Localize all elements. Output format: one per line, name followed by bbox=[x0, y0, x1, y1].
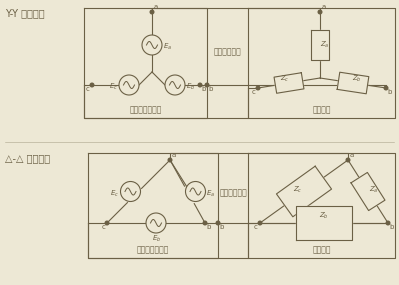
Circle shape bbox=[258, 221, 262, 225]
Polygon shape bbox=[274, 73, 304, 93]
Text: $E_b$: $E_b$ bbox=[186, 82, 195, 92]
Text: 对称三相交流电: 对称三相交流电 bbox=[137, 245, 169, 255]
Text: △-△ 三角接法: △-△ 三角接法 bbox=[5, 153, 50, 163]
Circle shape bbox=[90, 83, 94, 87]
Polygon shape bbox=[351, 172, 385, 211]
Text: b: b bbox=[389, 224, 393, 230]
Text: b: b bbox=[219, 224, 223, 230]
Text: $E_a$: $E_a$ bbox=[207, 188, 215, 199]
Circle shape bbox=[168, 158, 172, 162]
Circle shape bbox=[256, 86, 260, 90]
Polygon shape bbox=[296, 206, 352, 240]
Text: c: c bbox=[101, 224, 105, 230]
Circle shape bbox=[150, 10, 154, 14]
Circle shape bbox=[105, 221, 109, 225]
Circle shape bbox=[142, 35, 162, 55]
Text: Y-Y 星形接法: Y-Y 星形接法 bbox=[5, 8, 45, 18]
Text: c: c bbox=[252, 89, 256, 95]
Polygon shape bbox=[277, 166, 332, 217]
Text: a: a bbox=[350, 152, 354, 158]
Circle shape bbox=[119, 75, 139, 95]
Text: $Z_c$: $Z_c$ bbox=[280, 74, 290, 84]
Text: a: a bbox=[322, 4, 326, 10]
Text: $Z_b$: $Z_b$ bbox=[352, 74, 362, 84]
Text: b: b bbox=[206, 224, 210, 230]
Circle shape bbox=[216, 221, 220, 225]
Text: $Z_a$: $Z_a$ bbox=[320, 40, 330, 50]
Text: b: b bbox=[387, 89, 391, 95]
Text: 平衡负载: 平衡负载 bbox=[312, 105, 331, 115]
Circle shape bbox=[165, 75, 185, 95]
Circle shape bbox=[318, 10, 322, 14]
Polygon shape bbox=[337, 72, 369, 94]
Text: 平衡负载: 平衡负载 bbox=[312, 245, 331, 255]
Text: b: b bbox=[208, 86, 212, 92]
Circle shape bbox=[146, 213, 166, 233]
Text: $E_c$: $E_c$ bbox=[111, 188, 119, 199]
Text: $E_b$: $E_b$ bbox=[152, 234, 162, 244]
Circle shape bbox=[198, 83, 202, 87]
Circle shape bbox=[346, 158, 350, 162]
Text: c: c bbox=[86, 86, 90, 92]
Text: a: a bbox=[172, 152, 176, 158]
Circle shape bbox=[186, 182, 205, 201]
Circle shape bbox=[120, 182, 140, 201]
Text: $Z_b$: $Z_b$ bbox=[319, 211, 329, 221]
Text: 对称三相交流电: 对称三相交流电 bbox=[129, 105, 162, 115]
Circle shape bbox=[203, 221, 207, 225]
Text: $Z_a$: $Z_a$ bbox=[369, 184, 379, 195]
Text: $Z_c$: $Z_c$ bbox=[293, 184, 303, 195]
Text: b: b bbox=[201, 86, 205, 92]
Text: 三相平衡电路: 三相平衡电路 bbox=[214, 48, 242, 56]
Text: $E_c$: $E_c$ bbox=[109, 82, 118, 92]
Text: c: c bbox=[254, 224, 258, 230]
Polygon shape bbox=[312, 30, 329, 60]
Circle shape bbox=[386, 221, 390, 225]
Text: a: a bbox=[154, 4, 158, 10]
Circle shape bbox=[384, 86, 388, 90]
Text: $E_a$: $E_a$ bbox=[163, 42, 172, 52]
Text: 三相平衡电路: 三相平衡电路 bbox=[219, 188, 247, 198]
Circle shape bbox=[205, 83, 209, 87]
